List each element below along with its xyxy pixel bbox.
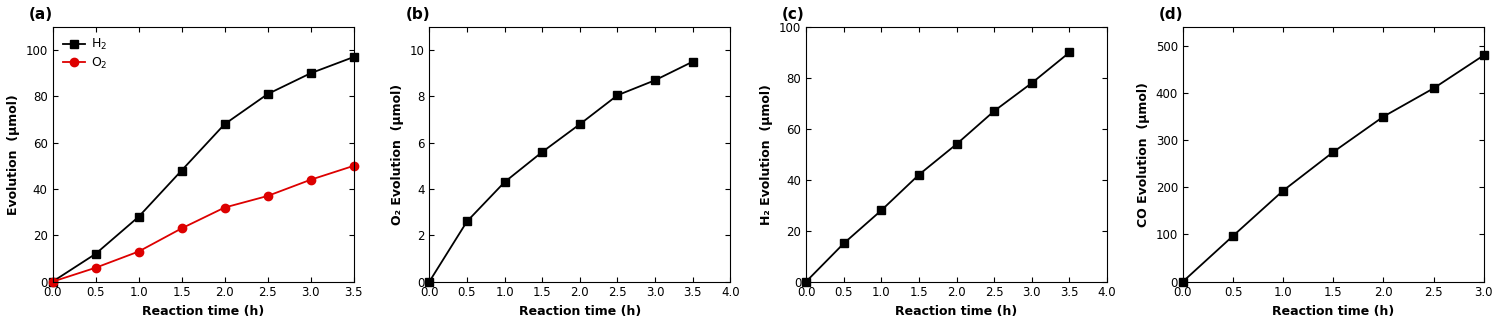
Y-axis label: Evolution  (μmol): Evolution (μmol) xyxy=(8,94,20,215)
Text: (a): (a) xyxy=(28,6,53,21)
Text: (d): (d) xyxy=(1160,6,1184,21)
X-axis label: Reaction time (h): Reaction time (h) xyxy=(1272,305,1395,318)
Text: (c): (c) xyxy=(782,6,806,21)
Y-axis label: H₂ Evolution  (μmol): H₂ Evolution (μmol) xyxy=(760,84,774,225)
Text: (b): (b) xyxy=(405,6,430,21)
Y-axis label: CO Evolution  (μmol): CO Evolution (μmol) xyxy=(1137,82,1150,227)
X-axis label: Reaction time (h): Reaction time (h) xyxy=(896,305,1017,318)
Y-axis label: O₂ Evolution  (μmol): O₂ Evolution (μmol) xyxy=(392,84,404,225)
Legend: H$_2$, O$_2$: H$_2$, O$_2$ xyxy=(58,33,111,75)
X-axis label: Reaction time (h): Reaction time (h) xyxy=(142,305,264,318)
X-axis label: Reaction time (h): Reaction time (h) xyxy=(519,305,640,318)
